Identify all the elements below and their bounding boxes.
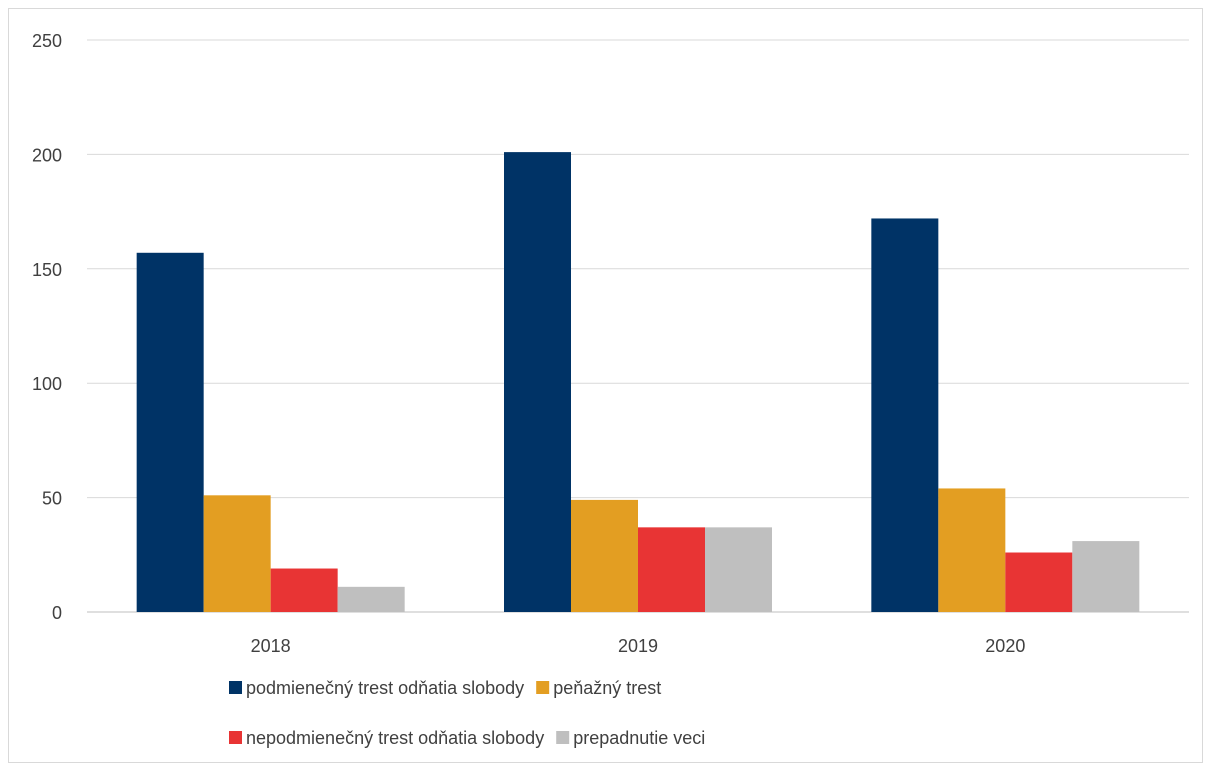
- bar: [203, 495, 271, 612]
- bar: [1072, 541, 1140, 612]
- legend-label: podmienečný trest odňatia slobody: [246, 678, 524, 698]
- y-axis-ticks: 0 50 100 150 200 250: [32, 31, 62, 623]
- y-tick-label: 50: [42, 489, 62, 509]
- bar: [938, 488, 1006, 612]
- bar: [270, 568, 338, 612]
- bar: [136, 252, 204, 612]
- y-tick-label: 200: [32, 145, 62, 165]
- x-axis-ticks: 2018 2019 2020: [251, 636, 1026, 656]
- x-tick-label: 2018: [251, 636, 291, 656]
- legend-label: prepadnutie veci: [573, 728, 705, 748]
- bar: [871, 218, 939, 613]
- bar: [638, 527, 705, 612]
- legend-label: nepodmienečný trest odňatia slobody: [246, 728, 544, 748]
- legend-label: peňažný trest: [553, 678, 661, 698]
- bar: [1005, 552, 1073, 612]
- x-tick-label: 2019: [618, 636, 658, 656]
- bar: [705, 527, 772, 612]
- y-tick-label: 100: [32, 374, 62, 394]
- legend: podmienečný trest odňatia slobody peňažný…: [229, 678, 705, 748]
- x-tick-label: 2020: [985, 636, 1025, 656]
- y-tick-label: 250: [32, 31, 62, 51]
- bar: [571, 499, 638, 612]
- y-tick-label: 150: [32, 260, 62, 280]
- legend-swatch: [536, 681, 550, 694]
- chart-frame: [8, 8, 1203, 763]
- bar: [504, 152, 571, 612]
- legend-swatch: [556, 731, 570, 744]
- bar: [337, 586, 405, 612]
- bars: [136, 152, 1140, 613]
- y-tick-label: 0: [52, 603, 62, 623]
- legend-swatch: [229, 731, 242, 744]
- legend-swatch: [229, 681, 242, 694]
